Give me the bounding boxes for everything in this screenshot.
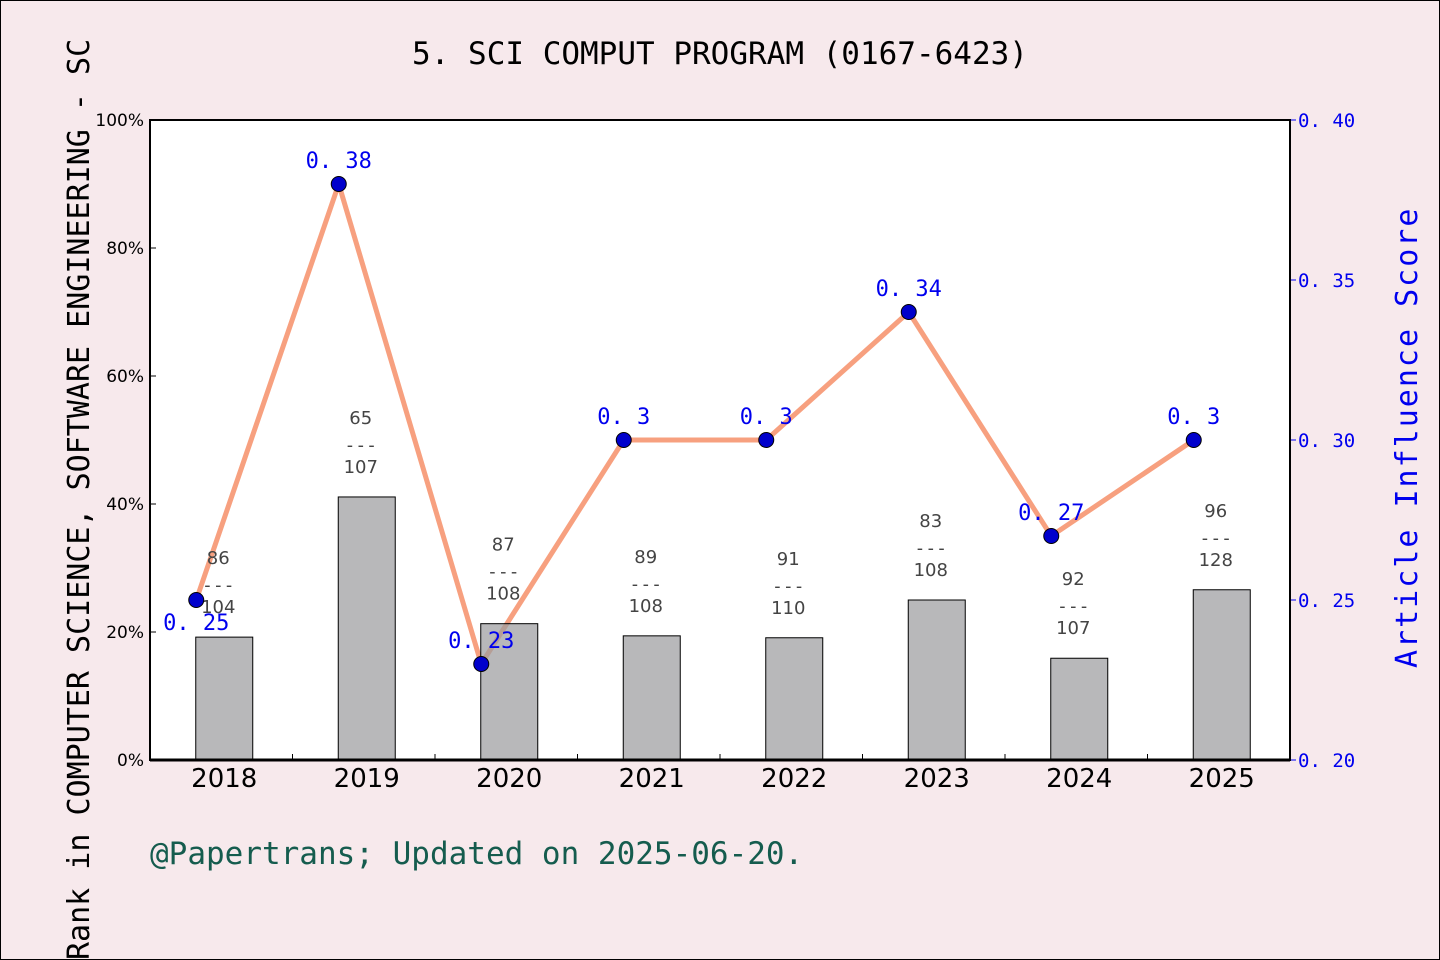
bar — [1192, 589, 1251, 761]
bar-rank-label: 96 — [1204, 501, 1227, 522]
bar-rank-label: 92 — [1062, 569, 1085, 590]
bar-total-label: 110 — [771, 598, 805, 619]
y-tick-label: 60% — [106, 367, 144, 387]
line-marker — [615, 432, 632, 448]
x-tick-label: 2022 — [761, 764, 827, 794]
bar — [765, 637, 824, 761]
line-marker — [473, 656, 490, 672]
y2-tick-label: 0. 35 — [1298, 270, 1355, 292]
line-marker — [330, 176, 347, 192]
bar-total-label: 108 — [914, 560, 948, 581]
chart-title: 5. SCI COMPUT PROGRAM (0167-6423) — [412, 36, 1028, 72]
bar — [337, 496, 396, 761]
line-value-label: 0. 25 — [163, 611, 229, 636]
x-tick-label: 2020 — [476, 764, 542, 794]
y-tick-label: 40% — [106, 495, 144, 515]
line-marker — [900, 304, 917, 320]
y-tick-label: 0% — [117, 751, 144, 771]
y2-tick-label: 0. 40 — [1298, 110, 1355, 132]
bar-divider-label: --- — [914, 538, 947, 559]
bar-divider-label: --- — [629, 574, 662, 595]
bar — [1050, 657, 1109, 761]
bar — [622, 635, 681, 761]
bar-total-label: 108 — [629, 596, 663, 617]
x-tick-label: 2025 — [1189, 764, 1255, 794]
bar-total-label: 107 — [344, 457, 378, 478]
bar-rank-label: 87 — [492, 535, 515, 556]
bar-rank-label: 83 — [919, 511, 942, 532]
x-tick-label: 2019 — [334, 764, 400, 794]
footer-credit: @Papertrans; Updated on 2025-06-20. — [150, 836, 804, 872]
y2-tick-label: 0. 30 — [1298, 430, 1355, 452]
bar-divider-label: --- — [1057, 596, 1090, 617]
line-marker — [758, 432, 775, 448]
line-marker — [1043, 528, 1060, 544]
bar-total-label: 107 — [1056, 618, 1090, 639]
bar-rank-label: 89 — [634, 547, 657, 568]
line-marker — [1185, 432, 1202, 448]
bar — [907, 599, 966, 761]
line-value-label: 0. 3 — [597, 405, 650, 430]
bar-divider-label: --- — [487, 562, 520, 583]
bar-divider-label: --- — [202, 575, 235, 596]
x-tick-label: 2018 — [191, 764, 257, 794]
x-tick-label: 2021 — [619, 764, 685, 794]
line-value-label: 0. 3 — [740, 405, 793, 430]
bar-divider-label: --- — [772, 576, 805, 597]
line-value-label: 0. 3 — [1167, 405, 1220, 430]
line-value-label: 0. 38 — [306, 149, 372, 174]
x-tick-label: 2023 — [904, 764, 970, 794]
y-tick-label: 20% — [106, 623, 144, 643]
bar — [480, 623, 539, 761]
bar-rank-label: 65 — [349, 408, 372, 429]
line-value-label: 0. 34 — [876, 277, 942, 302]
series-line — [193, 175, 1196, 670]
bar — [195, 636, 254, 761]
line-value-label: 0. 27 — [1018, 501, 1084, 526]
y2-tick-label: 0. 20 — [1298, 750, 1355, 772]
y-tick-label: 80% — [106, 239, 144, 259]
bar-rank-label: 91 — [777, 549, 800, 570]
bar-divider-label: --- — [1199, 528, 1232, 549]
bar-total-label: 128 — [1199, 550, 1233, 571]
y2-tick-label: 0. 25 — [1298, 590, 1355, 612]
y-tick-label: 100% — [95, 111, 144, 131]
line-value-label: 0. 23 — [448, 629, 514, 654]
line-marker — [188, 592, 205, 608]
bar-total-label: 108 — [486, 584, 520, 605]
bar-rank-label: 86 — [207, 548, 230, 569]
x-tick-label: 2024 — [1046, 764, 1112, 794]
bar-total-label: 104 — [201, 597, 235, 618]
bar-divider-label: --- — [344, 435, 377, 456]
